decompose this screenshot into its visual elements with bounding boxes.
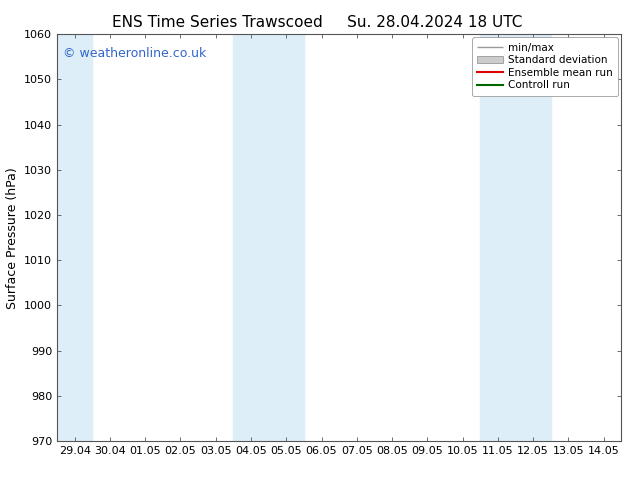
Bar: [57, 34, 93, 441]
Y-axis label: Surface Pressure (hPa): Surface Pressure (hPa): [6, 167, 18, 309]
Text: ENS Time Series Trawscoed     Su. 28.04.2024 18 UTC: ENS Time Series Trawscoed Su. 28.04.2024…: [112, 15, 522, 30]
Bar: [233, 34, 304, 441]
Legend: min/max, Standard deviation, Ensemble mean run, Controll run: min/max, Standard deviation, Ensemble me…: [472, 37, 618, 96]
Text: © weatheronline.co.uk: © weatheronline.co.uk: [63, 47, 206, 59]
Bar: [481, 34, 551, 441]
